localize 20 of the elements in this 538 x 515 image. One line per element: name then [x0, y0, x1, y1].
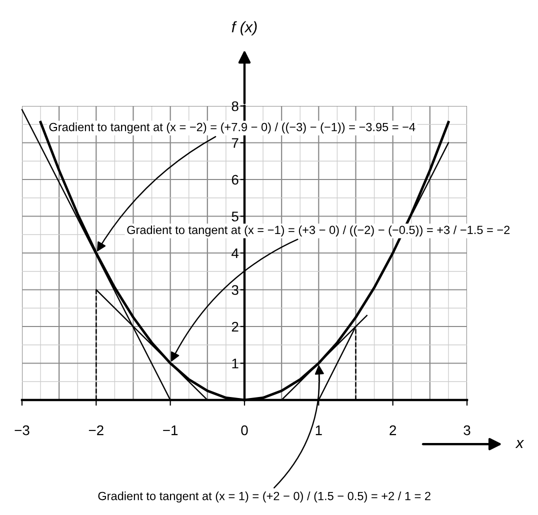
x-axis-title: x: [515, 440, 524, 448]
x-tick-label: −3: [14, 425, 30, 436]
x-tick-label: 2: [390, 425, 396, 436]
y-tick-label: 2: [232, 322, 238, 332]
y-tick-label: 6: [232, 174, 238, 185]
y-axis-title: f (x): [232, 21, 257, 36]
annotation: Gradient to tangent at (x = −2) = (+7.9 − 0) / ((−3) − (−1)) = −3.95 = −4: [49, 122, 416, 134]
y-tick-label: 4: [232, 248, 239, 258]
x-tick-label: −1: [163, 426, 178, 436]
x-tick-label: 1: [316, 426, 322, 436]
y-tick-label: 7: [232, 138, 238, 148]
y-tick-label: 5: [232, 212, 238, 222]
y-tick-label: 1: [232, 358, 238, 368]
annotation: Gradient to tangent at (x = 1) = (+2 − 0) / (1.5 − 0.5) = +2 / 1 = 2: [98, 492, 430, 503]
annotation: Gradient to tangent at (x = −1) = (+3 − 0) / ((−2) − (−0.5)) = +3 / −1.5 = −2: [127, 225, 510, 236]
x-tick-label: 3: [464, 425, 470, 436]
y-tick-label: 3: [232, 285, 238, 295]
x-tick-label: 0: [241, 425, 248, 436]
y-tick-label: 8: [232, 101, 238, 112]
x-tick-label: −2: [88, 425, 104, 436]
